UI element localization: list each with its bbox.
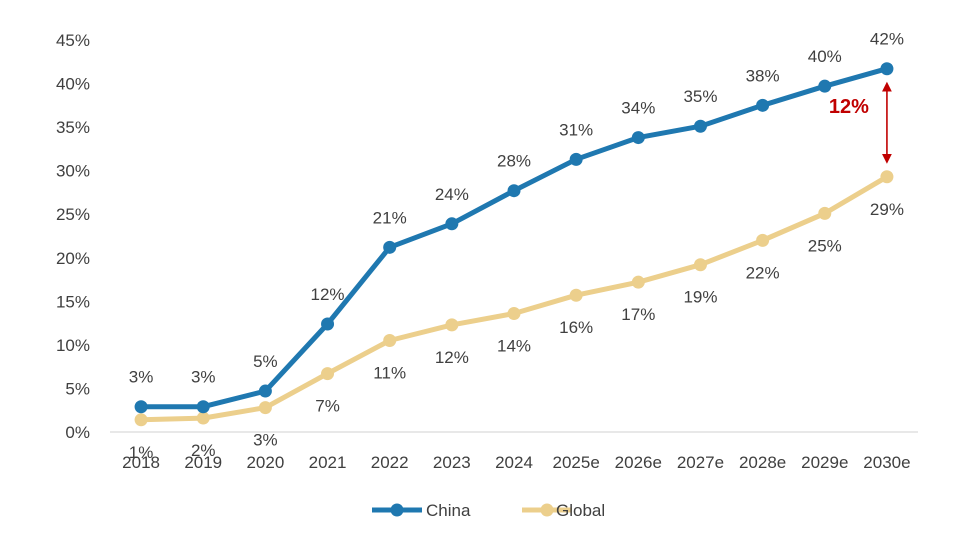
data-point: [321, 367, 335, 381]
data-label: 14%: [497, 337, 531, 356]
legend-item-global: Global: [522, 501, 605, 520]
x-tick-label: 2021: [309, 453, 347, 472]
data-point: [134, 413, 148, 427]
data-label: 42%: [870, 30, 904, 49]
data-point: [569, 288, 583, 302]
y-tick-label: 15%: [56, 292, 90, 311]
data-point: [134, 400, 148, 414]
x-tick-label: 2026e: [615, 453, 662, 472]
y-tick-label: 5%: [65, 379, 90, 398]
x-tick-label: 2020: [246, 453, 284, 472]
gap-label: 12%: [829, 96, 869, 118]
x-tick-label: 2024: [495, 453, 533, 472]
y-tick-label: 0%: [65, 423, 90, 442]
data-label: 35%: [683, 87, 717, 106]
data-label: 29%: [870, 200, 904, 219]
series-china: 3% 3% 5% 12% 21% 24% 28% 31% 34% 35% 38% 40% 42%: [129, 30, 904, 414]
series-layer: 1% 2% 3% 7% 11% 12% 14% 16% 17% 19% 22% 25% 29% 3% 3% 5…: [129, 30, 904, 462]
y-tick-label: 10%: [56, 336, 90, 355]
y-tick-label: 20%: [56, 249, 90, 268]
data-point: [196, 400, 210, 414]
x-tick-label: 2022: [371, 453, 409, 472]
data-label: 28%: [497, 152, 531, 171]
x-tick-label: 2027e: [677, 453, 724, 472]
data-label: 34%: [621, 99, 655, 118]
data-point: [383, 240, 397, 254]
data-point: [631, 131, 645, 145]
y-tick-label: 35%: [56, 118, 90, 137]
data-point: [383, 334, 397, 348]
data-point: [693, 258, 707, 272]
data-point: [258, 384, 272, 398]
data-point: [321, 317, 335, 331]
legend-swatch-marker: [390, 503, 404, 517]
x-tick-label: 2018: [122, 453, 160, 472]
series-global: 1% 2% 3% 7% 11% 12% 14% 16% 17% 19% 22% 25% 29%: [129, 170, 904, 462]
y-tick-label: 30%: [56, 162, 90, 181]
legend-label: China: [426, 501, 471, 520]
data-point: [631, 275, 645, 289]
data-point: [569, 152, 583, 166]
legend-label: Global: [556, 501, 605, 520]
data-label: 5%: [253, 352, 278, 371]
data-label: 1%: [129, 443, 154, 462]
gap-annotation: 12%: [829, 81, 892, 164]
data-label: 3%: [129, 368, 154, 387]
data-point: [507, 307, 521, 321]
data-point: [756, 233, 770, 247]
x-tick-label: 2030e: [863, 453, 910, 472]
legend: China Global: [372, 501, 605, 520]
data-label: 24%: [435, 185, 469, 204]
data-point: [880, 170, 894, 184]
data-label: 2%: [191, 441, 216, 460]
legend-item-china: China: [372, 501, 471, 520]
data-label: 22%: [746, 263, 780, 282]
y-tick-label: 40%: [56, 75, 90, 94]
data-label: 3%: [253, 431, 278, 450]
legend-swatch-marker: [540, 503, 554, 517]
data-label: 31%: [559, 120, 593, 139]
data-label: 40%: [808, 47, 842, 66]
x-tick-label: 2025e: [553, 453, 600, 472]
data-label: 7%: [315, 397, 340, 416]
x-axis-ticks: 2018 2019 2020 2021 2022 2023 2024 2025e 2026e 20…: [122, 453, 910, 472]
data-point: [693, 119, 707, 133]
series-line-global: [138, 174, 890, 423]
data-point: [258, 401, 272, 415]
x-tick-label: 2028e: [739, 453, 786, 472]
data-point: [818, 79, 832, 93]
data-label: 19%: [683, 288, 717, 307]
data-label: 17%: [621, 305, 655, 324]
y-axis-ticks: 0% 5% 10% 15% 20% 25% 30% 35% 40% 45%: [56, 31, 90, 442]
data-label: 12%: [435, 348, 469, 367]
x-tick-label: 2029e: [801, 453, 848, 472]
data-point: [445, 217, 459, 231]
data-label: 25%: [808, 236, 842, 255]
data-label: 21%: [373, 208, 407, 227]
data-point: [880, 62, 894, 76]
y-tick-label: 45%: [56, 31, 90, 50]
data-label: 3%: [191, 368, 216, 387]
data-point: [507, 184, 521, 198]
data-label: 11%: [373, 364, 406, 383]
x-tick-label: 2019: [184, 453, 222, 472]
data-point: [818, 206, 832, 220]
data-label: 16%: [559, 318, 593, 337]
x-tick-label: 2023: [433, 453, 471, 472]
data-point: [756, 98, 770, 112]
data-point: [445, 318, 459, 332]
data-label: 12%: [311, 285, 345, 304]
data-point: [196, 411, 210, 425]
data-label: 38%: [746, 66, 780, 85]
y-tick-label: 25%: [56, 205, 90, 224]
